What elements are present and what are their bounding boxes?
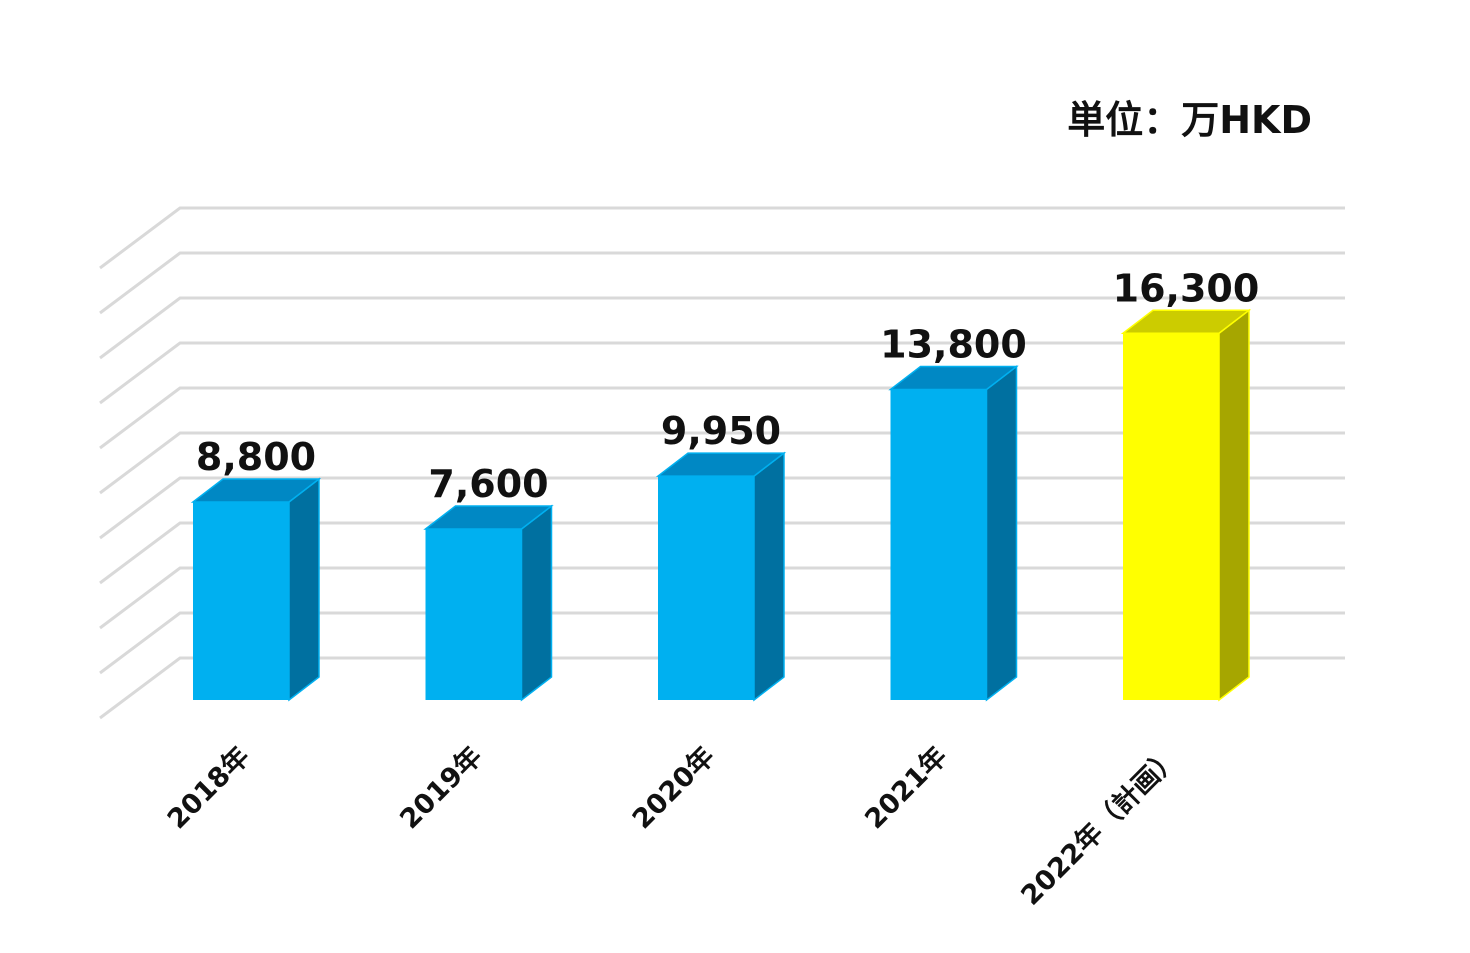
category-label: 2020年 (626, 740, 721, 835)
bars (190, 308, 1252, 702)
category-label: 2019年 (394, 740, 489, 835)
data-label: 9,950 (661, 409, 781, 453)
gridline (99, 251, 1345, 315)
bar-side (1218, 308, 1250, 702)
category-label: 2018年 (161, 740, 256, 835)
gridline (99, 206, 1345, 270)
data-label: 7,600 (428, 462, 548, 506)
data-label: 8,800 (196, 435, 316, 479)
bar (890, 389, 987, 700)
data-labels: 8,800 7,600 9,950 13,800 16,300 (196, 266, 1259, 506)
bar (193, 502, 289, 700)
gridline (99, 341, 1345, 405)
bar (425, 529, 522, 700)
bar-side (753, 451, 785, 702)
category-label: 2022年（計画） (1015, 740, 1186, 911)
gridline (99, 296, 1345, 360)
bar (658, 476, 754, 700)
bar-side (985, 364, 1018, 702)
category-label: 2021年 (859, 740, 954, 835)
bar (1123, 333, 1219, 700)
bar-side (520, 504, 553, 702)
data-label: 13,800 (880, 323, 1027, 367)
bar-side (288, 477, 320, 702)
category-labels: 2018年 2019年 2020年 2021年 2022年（計画） (161, 740, 1186, 911)
data-label: 16,300 (1113, 266, 1260, 310)
gridlines (99, 206, 1345, 720)
unit-label: 単位：万HKD (1067, 98, 1312, 142)
